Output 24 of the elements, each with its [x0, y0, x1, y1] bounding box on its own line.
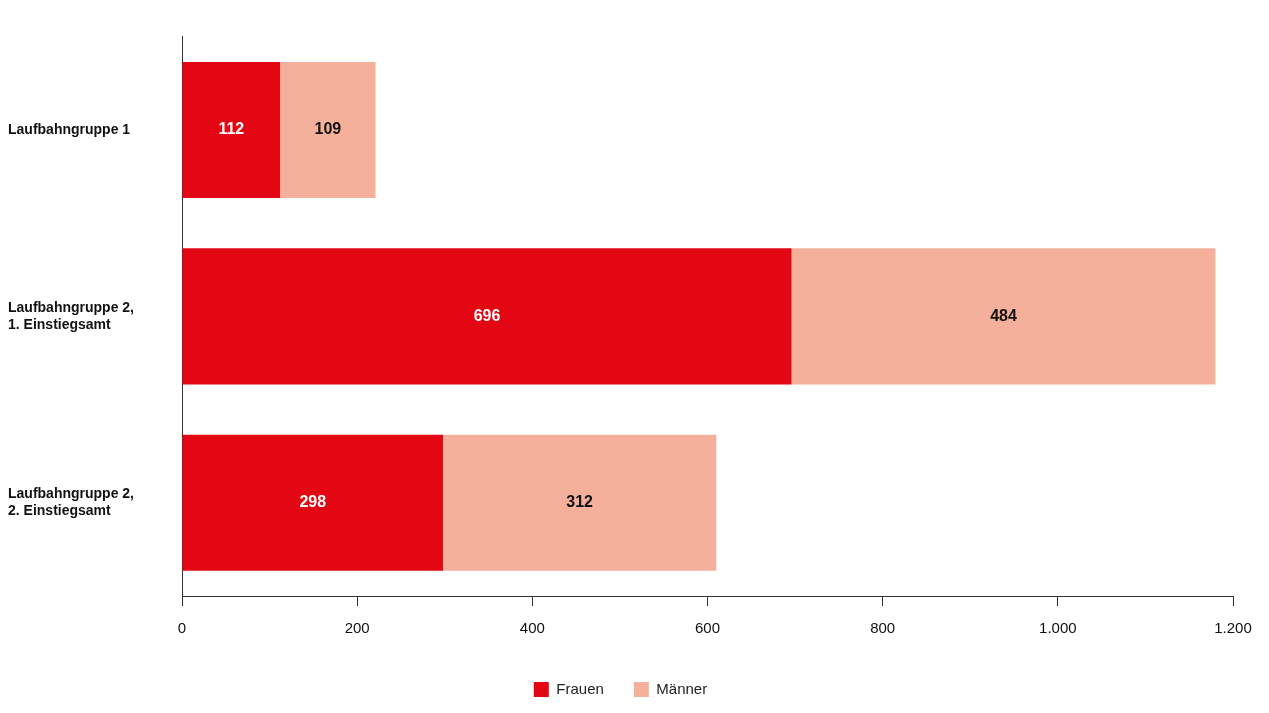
x-tick-label: 1.200: [1214, 619, 1252, 637]
x-tick-label: 400: [519, 619, 545, 637]
legend-label: Männer: [656, 679, 708, 697]
data-label: 112: [218, 120, 245, 138]
data-label: 109: [314, 120, 342, 138]
bar: [280, 61, 376, 199]
data-label: 312: [566, 493, 594, 511]
x-tick-label: 200: [344, 619, 370, 637]
data-label: 298: [299, 493, 327, 511]
y-tick-label: Laufbahngruppe 1: [8, 120, 131, 137]
x-tick-label: 800: [870, 619, 896, 637]
x-tick-label: 600: [694, 619, 721, 637]
y-tick-label: Laufbahngruppe 2, 2. Einstiegsamt: [8, 485, 134, 519]
bar: [182, 434, 443, 571]
bar: [182, 61, 281, 199]
data-label: 696: [473, 306, 501, 324]
bar: [182, 248, 792, 385]
bar: [443, 434, 717, 571]
bar: [791, 248, 1216, 385]
legend-label: Frauen: [556, 679, 604, 697]
data-label: 484: [990, 306, 1017, 324]
y-tick-label: Laufbahngruppe 2, 1. Einstiegsamt: [8, 298, 134, 332]
x-tick-label: 1.000: [1039, 619, 1077, 637]
x-tick-label: 0: [177, 619, 187, 637]
